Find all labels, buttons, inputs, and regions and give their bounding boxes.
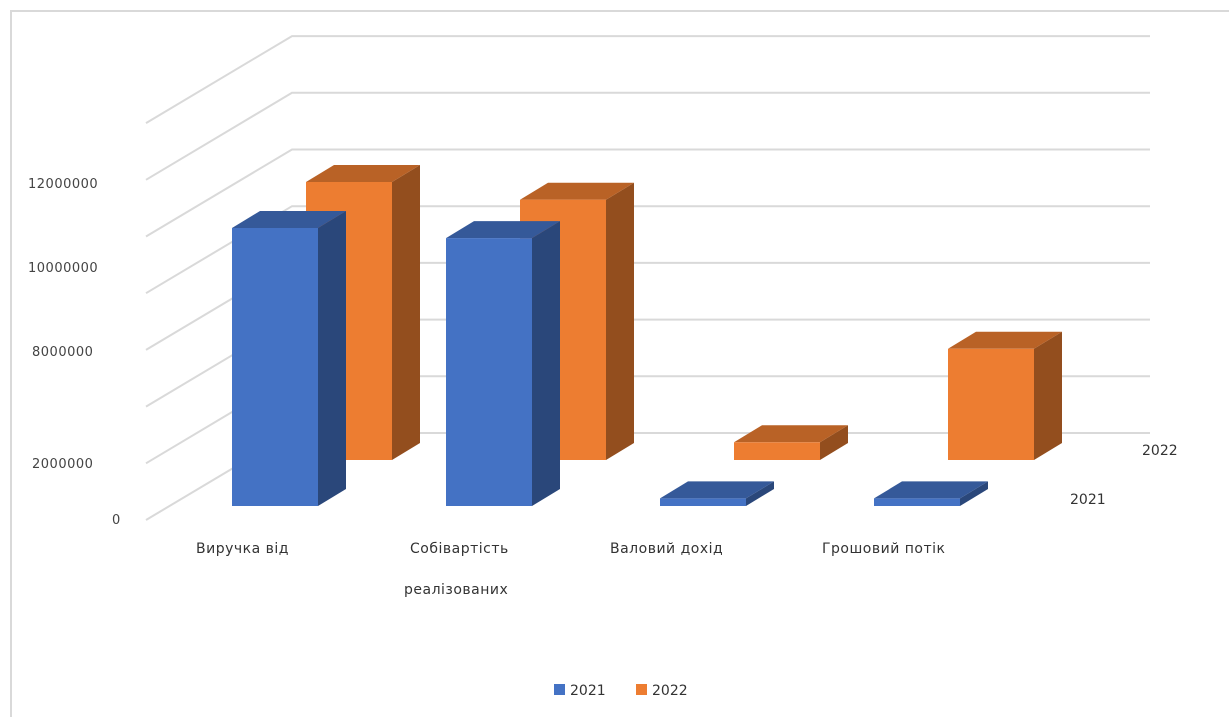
legend: 2021 2022 <box>554 683 688 699</box>
category-label: Виручка від <box>196 541 289 557</box>
depth-axis-labels: 2021 2022 <box>1070 443 1178 508</box>
y-tick-label: 10000000 <box>28 261 98 276</box>
y-tick-labels: 0 2000000 8000000 10000000 12000000 <box>28 177 121 528</box>
bar-2021 <box>446 221 560 507</box>
bar-2021 <box>660 481 774 506</box>
y-tick-label: 8000000 <box>32 345 93 360</box>
category-label: Грошовий потік <box>822 541 945 557</box>
bar-2021 <box>874 481 988 506</box>
bar-2022 <box>734 425 848 460</box>
series-2022-bars <box>306 165 1062 460</box>
y-tick-label: 12000000 <box>28 177 98 192</box>
depth-label-2022: 2022 <box>1142 443 1178 459</box>
category-labels: Виручка від Собівартість реалізованих Ва… <box>196 541 945 598</box>
bar-2022 <box>948 331 1062 460</box>
depth-label-2021: 2021 <box>1070 492 1106 508</box>
legend-swatch-2022 <box>636 684 647 695</box>
legend-swatch-2021 <box>554 684 565 695</box>
y-tick-label: 2000000 <box>32 457 93 472</box>
category-label: Валовий дохід <box>610 541 723 557</box>
legend-label-2021: 2021 <box>570 683 606 699</box>
gridline <box>145 35 1150 124</box>
bar-2021 <box>232 211 346 506</box>
legend-label-2022: 2022 <box>652 683 688 699</box>
gridline <box>145 148 1150 238</box>
gridline <box>145 91 1150 181</box>
category-label: Собівартість <box>410 541 509 557</box>
chart-frame <box>10 10 1229 717</box>
category-label-line2: реалізованих <box>404 582 508 598</box>
y-tick-label: 0 <box>112 513 121 528</box>
series-2021-bars <box>232 211 988 507</box>
gridline <box>145 205 1150 295</box>
